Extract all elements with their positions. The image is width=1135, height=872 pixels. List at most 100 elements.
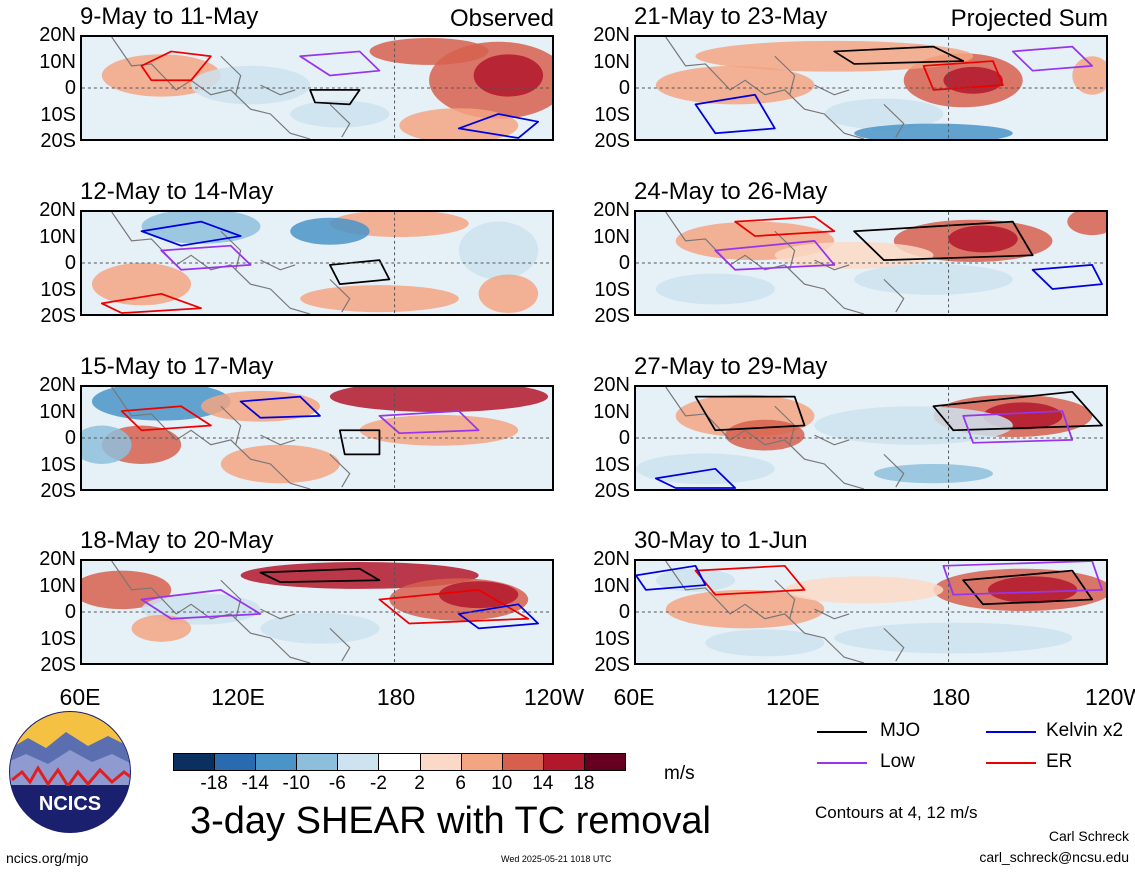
contour-7-3 [654, 467, 737, 489]
lat-label-5-4: 20S [594, 130, 630, 152]
lat-label-8-2: 0 [618, 601, 630, 623]
colorbar-unit: m/s [664, 763, 695, 784]
lon-label-right-120E: 120E [766, 684, 820, 710]
shear-anomaly-1-2 [369, 37, 489, 65]
shear-anomaly-3-1 [329, 387, 549, 413]
shear-anomaly-8-1 [988, 576, 1078, 604]
colorbar-swatch-0 [173, 753, 216, 771]
colorbar-swatch-8 [501, 753, 544, 771]
shear-anomaly-3-5 [82, 425, 132, 464]
colorbar-tick-0: -18 [200, 773, 228, 794]
main-title: 3-day SHEAR with TC removal [190, 800, 711, 842]
contour-3-3 [338, 429, 381, 456]
shear-anomaly-2-5 [458, 221, 539, 280]
shear-anomaly-3-0 [91, 387, 231, 421]
contour-8-3 [636, 564, 707, 591]
colorbar-swatch-7 [460, 753, 503, 771]
colorbar-tick-3: -6 [328, 773, 346, 794]
contour-5-2 [694, 93, 776, 135]
lat-label-7-3: 10S [594, 453, 630, 476]
shear-anomaly-6-5 [655, 273, 775, 305]
colorbar-swatch-1 [214, 753, 257, 771]
colorbar [173, 753, 626, 771]
lon-label-right-180: 180 [931, 684, 971, 710]
shear-anomaly-6-1 [948, 225, 1018, 253]
lat-label-3-3: 10S [40, 453, 76, 476]
panel-title-6: 24-May to 26-May [634, 178, 828, 205]
lat-label-1-3: 10S [40, 103, 76, 126]
contour-4-0 [259, 567, 381, 584]
contour-2-0 [140, 220, 242, 247]
colorbar-tick-9: 18 [573, 773, 595, 794]
shear-anomaly-5-6 [1072, 56, 1106, 95]
lat-label-1-0: 20N [39, 24, 76, 46]
coastline-3 [111, 387, 351, 489]
lat-label-6-4: 20S [594, 305, 630, 327]
legend-kelvin-label: Kelvin x2 [1046, 720, 1124, 741]
contour-1-3 [309, 89, 361, 106]
shear-anomaly-3-4 [220, 444, 340, 484]
site-link[interactable]: ncics.org/mjo [6, 850, 89, 866]
shear-anomaly-3-6 [200, 390, 320, 422]
legend-low-line [817, 762, 867, 764]
colorbar-tick-6: 6 [455, 773, 466, 794]
panel-title-8: 30-May to 1-Jun [634, 527, 808, 554]
colorbar-tick-5: 2 [414, 773, 425, 794]
lon-label-left-120W: 120W [523, 684, 585, 710]
lat-label-4-1: 10N [39, 574, 76, 597]
lat-label-7-1: 10N [593, 400, 630, 423]
shear-anomaly-5-4 [824, 98, 944, 130]
shear-anomaly-6-6 [1067, 212, 1106, 236]
logo-text: NCICS [39, 793, 101, 815]
lat-label-4-3: 10S [40, 627, 76, 650]
shear-anomaly-8-5 [834, 622, 1073, 654]
map-panel-7 [634, 385, 1108, 491]
lat-label-5-1: 10N [593, 50, 630, 73]
map-panel-6 [634, 210, 1108, 316]
panel-title-4: 18-May to 20-May [80, 527, 274, 554]
contour-6-2 [734, 215, 836, 237]
shear-anomaly-2-2 [300, 285, 459, 313]
contour-7-0 [694, 395, 806, 432]
lat-label-6-0: 20N [593, 199, 630, 221]
lat-label-5-2: 0 [618, 77, 630, 99]
contour-5-0 [833, 45, 965, 65]
shear-anomaly-2-6 [478, 274, 539, 314]
timestamp: Wed 2025-05-21 1018 UTC [501, 854, 612, 864]
lon-label-right-120W: 120W [1085, 686, 1135, 709]
legend-er-line [986, 762, 1036, 764]
author-email: carl_schreck@ncsu.edu [979, 849, 1129, 865]
coastline-4 [111, 561, 351, 663]
map-panel-1 [80, 35, 554, 141]
panel-title-3: 15-May to 17-May [80, 353, 274, 380]
panel-title-5: 21-May to 23-May [634, 3, 828, 30]
colorbar-swatch-3 [296, 753, 339, 771]
panel-tag-1: Observed [449, 5, 554, 32]
author-name: Carl Schreck [1048, 828, 1129, 844]
contour-6-0 [853, 220, 1034, 261]
contour-8-0 [962, 569, 1094, 606]
lat-label-5-3: 10S [594, 103, 630, 126]
panel-title-7: 27-May to 29-May [634, 353, 828, 380]
lat-label-6-2: 0 [618, 252, 630, 274]
contour-8-2 [694, 564, 806, 596]
contour-3-2 [378, 410, 480, 435]
shear-anomaly-5-3 [655, 65, 815, 105]
shear-anomaly-5-1 [943, 66, 1003, 94]
contour-3-1 [239, 395, 321, 419]
coastline-8 [665, 561, 905, 663]
contour-3-0 [120, 405, 212, 432]
lat-label-8-1: 10N [593, 574, 630, 597]
contour-6-1 [714, 240, 836, 271]
lat-label-7-4: 20S [594, 480, 630, 502]
lat-label-1-1: 10N [39, 50, 76, 73]
colorbar-swatch-10 [583, 753, 626, 771]
contour-1-1 [457, 113, 540, 139]
colorbar-swatch-2 [255, 753, 298, 771]
ncics-logo: NCICS [8, 710, 132, 834]
shear-anomaly-4-6 [131, 614, 192, 642]
lat-label-3-1: 10N [39, 400, 76, 423]
contour-7-1 [932, 390, 1103, 432]
lat-label-1-4: 20S [40, 130, 76, 152]
legend-low-label: Low [880, 751, 915, 772]
